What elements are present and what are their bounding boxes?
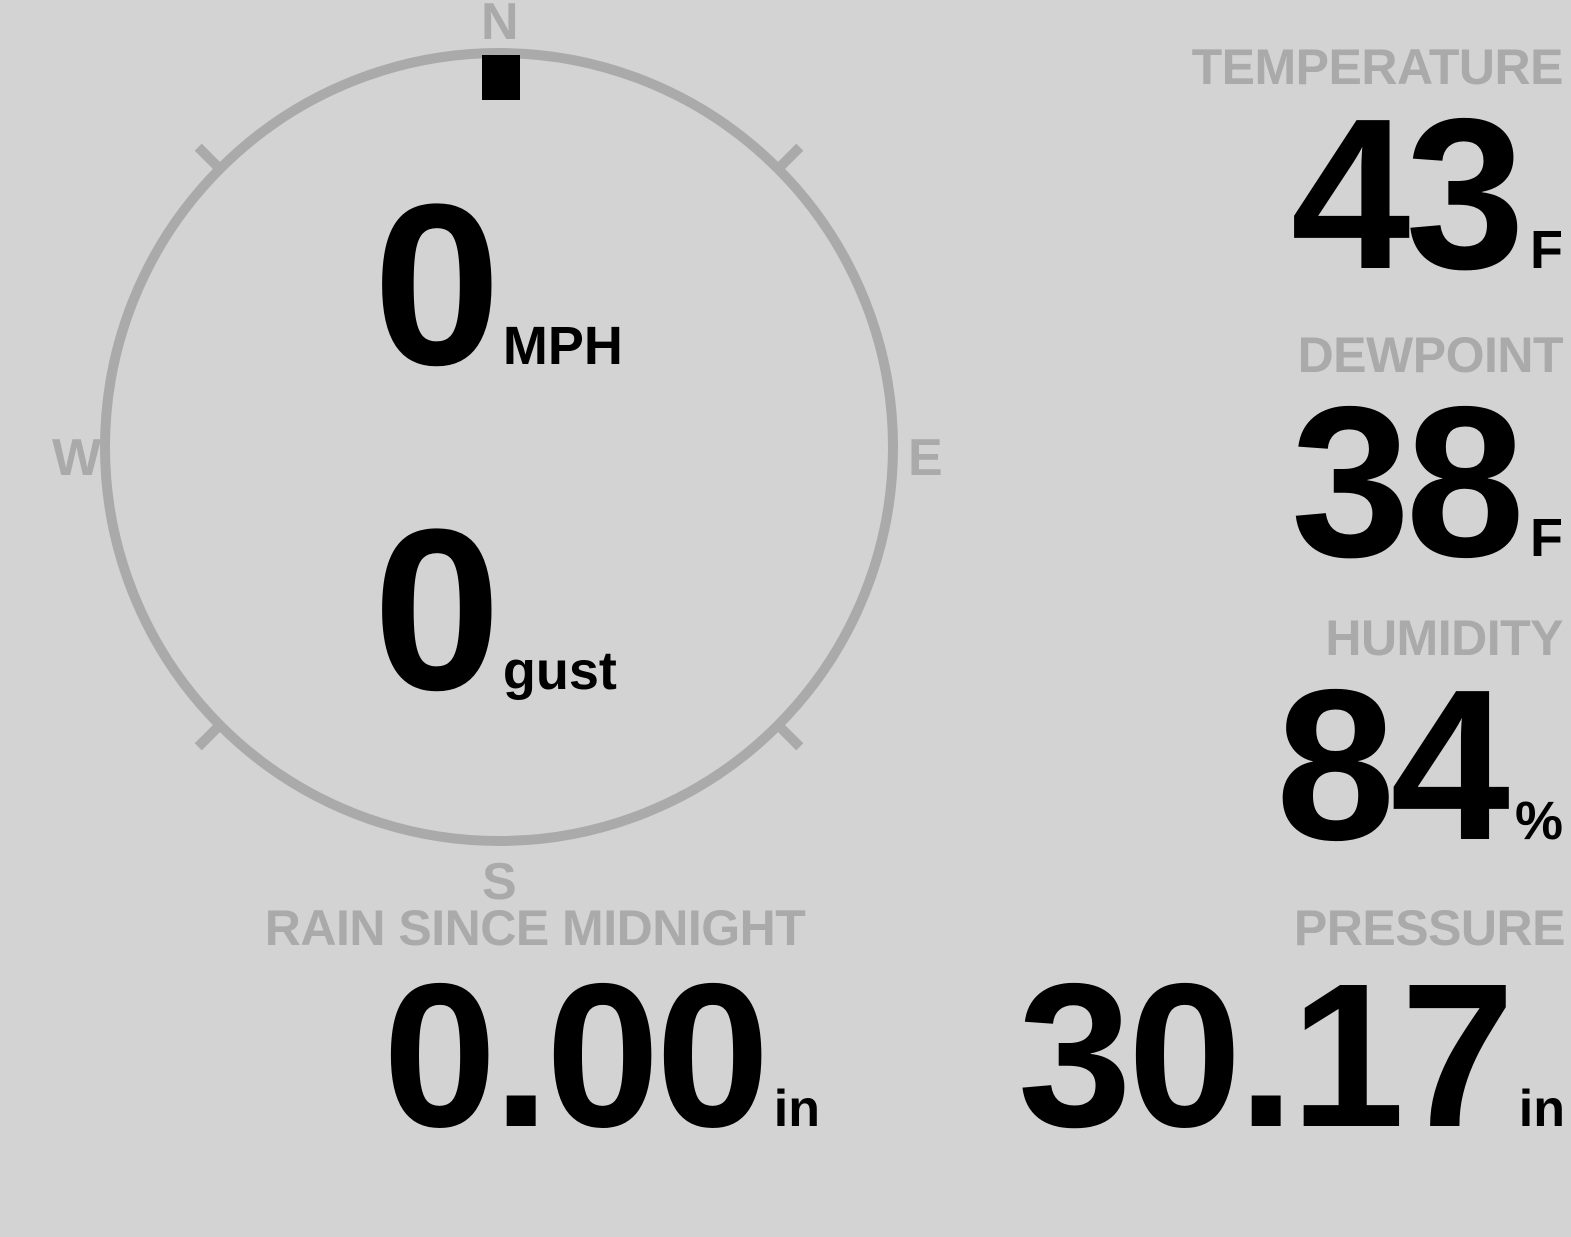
humidity-readout: 84 % — [1143, 644, 1563, 885]
humidity-label: HUMIDITY — [1325, 610, 1563, 666]
rain-readout: 0.00 in — [250, 953, 820, 1158]
pressure-readout: 30.17 in — [905, 953, 1565, 1158]
rain-value: 0.00 — [382, 941, 770, 1170]
wind-compass-panel: N S W E 0 MPH 0 gust — [0, 0, 1000, 908]
rain-panel: RAIN SINCE MIDNIGHT 0.00 in — [250, 903, 820, 1158]
wind-speed-value: 0 — [373, 156, 501, 413]
temperature-value: 43 — [1290, 73, 1525, 314]
temperature-label: TEMPERATURE — [1191, 39, 1564, 95]
compass-ring — [100, 48, 898, 846]
humidity-value: 84 — [1275, 644, 1510, 885]
dewpoint-readout: 38 F — [1143, 361, 1563, 602]
rain-unit: in — [773, 1080, 820, 1138]
pressure-panel: PRESSURE 30.17 in — [905, 900, 1566, 1158]
wind-speed-readout: 0 MPH — [373, 156, 623, 413]
compass-label-east: E — [908, 429, 943, 487]
compass-label-south: S — [482, 853, 517, 911]
wind-direction-pointer — [482, 55, 520, 100]
humidity-panel: HUMIDITY 84 % — [1143, 610, 1564, 885]
pressure-label: PRESSURE — [1293, 900, 1566, 956]
temperature-panel: TEMPERATURE 43 F — [1143, 39, 1564, 314]
temperature-unit: F — [1530, 220, 1563, 280]
wind-gust-value: 0 — [373, 481, 501, 738]
compass-dial-svg — [100, 48, 898, 846]
compass-label-west: W — [52, 429, 101, 487]
compass-ticks — [194, 143, 804, 751]
temperature-readout: 43 F — [1143, 73, 1563, 314]
compass-label-north: N — [481, 0, 519, 51]
wind-gust-unit: gust — [502, 641, 617, 701]
humidity-unit: % — [1514, 791, 1563, 851]
dewpoint-value: 38 — [1290, 361, 1525, 602]
pressure-unit: in — [1518, 1080, 1565, 1138]
dewpoint-panel: DEWPOINT 38 F — [1143, 327, 1564, 602]
dewpoint-label: DEWPOINT — [1297, 327, 1564, 383]
pressure-value: 30.17 — [1017, 941, 1515, 1170]
dewpoint-unit: F — [1530, 508, 1563, 568]
wind-gust-readout: 0 gust — [373, 481, 617, 738]
wind-speed-unit: MPH — [502, 316, 623, 376]
rain-label: RAIN SINCE MIDNIGHT — [264, 900, 806, 956]
